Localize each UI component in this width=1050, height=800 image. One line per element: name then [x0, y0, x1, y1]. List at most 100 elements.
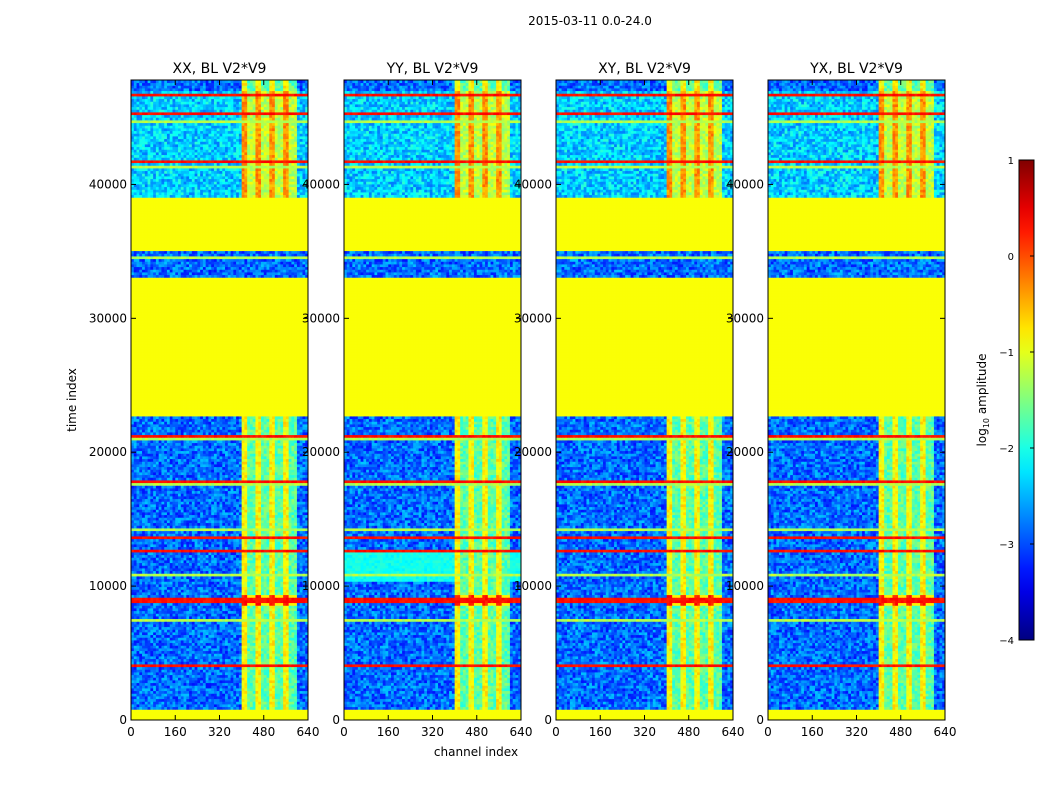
heatmap-cell — [286, 595, 289, 598]
heatmap-cell — [267, 624, 270, 627]
heatmap-cell — [156, 515, 159, 518]
heatmap-cell — [186, 616, 189, 619]
heatmap-cell — [217, 651, 220, 654]
heatmap-cell — [294, 547, 297, 550]
heatmap-cell — [186, 587, 189, 590]
heatmap-cell — [200, 531, 203, 534]
heatmap-cell — [272, 629, 275, 632]
heatmap-cell — [220, 613, 223, 616]
heatmap-cell — [186, 629, 189, 632]
heatmap-cell — [206, 512, 209, 515]
heatmap-cell — [264, 581, 267, 584]
heatmap-cell — [150, 605, 153, 608]
heatmap-cell — [261, 648, 264, 651]
heatmap-cell — [195, 661, 198, 664]
heatmap-cell — [289, 557, 292, 560]
heatmap-cell — [203, 664, 206, 667]
heatmap-cell — [278, 699, 281, 702]
panel-xx: XX, BL V2*V90 160 320 480 640010000200003000… — [89, 61, 320, 739]
heatmap-cell — [231, 664, 234, 667]
heatmap-cell — [247, 653, 250, 656]
heatmap-cell — [145, 571, 148, 574]
heatmap-cell — [203, 707, 206, 710]
heatmap-cell — [189, 576, 192, 579]
heatmap-cell — [239, 512, 242, 515]
heatmap-cell — [275, 640, 278, 643]
heatmap-cell — [264, 640, 267, 643]
heatmap-cell — [297, 661, 300, 664]
heatmap-cell — [291, 629, 294, 632]
heatmap-cell — [267, 544, 270, 547]
heatmap-cell — [167, 605, 170, 608]
heatmap-cell — [159, 696, 162, 699]
heatmap-cell — [181, 653, 184, 656]
heatmap-cell — [286, 648, 289, 651]
heatmap-cell — [172, 680, 175, 683]
heatmap-cell — [275, 659, 278, 662]
heatmap-cell — [156, 547, 159, 550]
heatmap-cell — [186, 675, 189, 678]
heatmap-cell — [175, 629, 178, 632]
heatmap-cell — [302, 517, 305, 520]
heatmap-cell — [289, 632, 292, 635]
heatmap-cell — [150, 680, 153, 683]
heatmap-cell — [178, 576, 181, 579]
heatmap-cell — [250, 549, 253, 552]
heatmap-cell — [302, 645, 305, 648]
heatmap-cell — [283, 515, 286, 518]
heatmap-cell — [291, 613, 294, 616]
heatmap-cell — [289, 677, 292, 680]
heatmap-cell — [137, 608, 140, 611]
heatmap-cell — [186, 579, 189, 582]
heatmap-cell — [247, 581, 250, 584]
heatmap-cell — [206, 688, 209, 691]
heatmap-cell — [300, 693, 303, 696]
heatmap-cell — [203, 533, 206, 536]
heatmap-cell — [250, 704, 253, 707]
heatmap-cell — [192, 680, 195, 683]
heatmap-cell — [302, 701, 305, 704]
heatmap-cell — [203, 549, 206, 552]
heatmap-cell — [184, 568, 187, 571]
heatmap-cell — [258, 515, 261, 518]
heatmap-cell — [302, 565, 305, 568]
heatmap-cell — [203, 621, 206, 624]
heatmap-cell — [200, 611, 203, 614]
heatmap-cell — [214, 616, 217, 619]
heatmap-cell — [186, 520, 189, 523]
heatmap-cell — [200, 715, 203, 718]
heatmap-cell — [184, 515, 187, 518]
heatmap-cell — [192, 544, 195, 547]
heatmap-cell — [189, 680, 192, 683]
heatmap-cell — [233, 627, 236, 630]
heatmap-cell — [225, 597, 228, 600]
heatmap-cell — [189, 621, 192, 624]
heatmap-cell — [255, 549, 258, 552]
heatmap-cell — [206, 672, 209, 675]
heatmap-cell — [283, 581, 286, 584]
heatmap-cell — [164, 712, 167, 715]
heatmap-cell — [280, 541, 283, 544]
heatmap-cell — [164, 600, 167, 603]
heatmap-cell — [258, 624, 261, 627]
heatmap-cell — [203, 589, 206, 592]
heatmap-cell — [184, 677, 187, 680]
heatmap-cell — [164, 619, 167, 622]
heatmap-cell — [233, 693, 236, 696]
heatmap-cell — [222, 592, 225, 595]
heatmap-cell — [291, 531, 294, 534]
heatmap-cell — [192, 699, 195, 702]
heatmap-cell — [228, 661, 231, 664]
heatmap-cell — [220, 645, 223, 648]
heatmap-cell — [289, 704, 292, 707]
heatmap-cell — [261, 587, 264, 590]
heatmap-cell — [291, 653, 294, 656]
heatmap-cell — [214, 563, 217, 566]
heatmap-cell — [297, 715, 300, 718]
heatmap-cell — [164, 592, 167, 595]
heatmap-cell — [294, 621, 297, 624]
heatmap-cell — [208, 683, 211, 686]
heatmap-cell — [258, 661, 261, 664]
heatmap-cell — [269, 680, 272, 683]
heatmap-cell — [255, 659, 258, 662]
